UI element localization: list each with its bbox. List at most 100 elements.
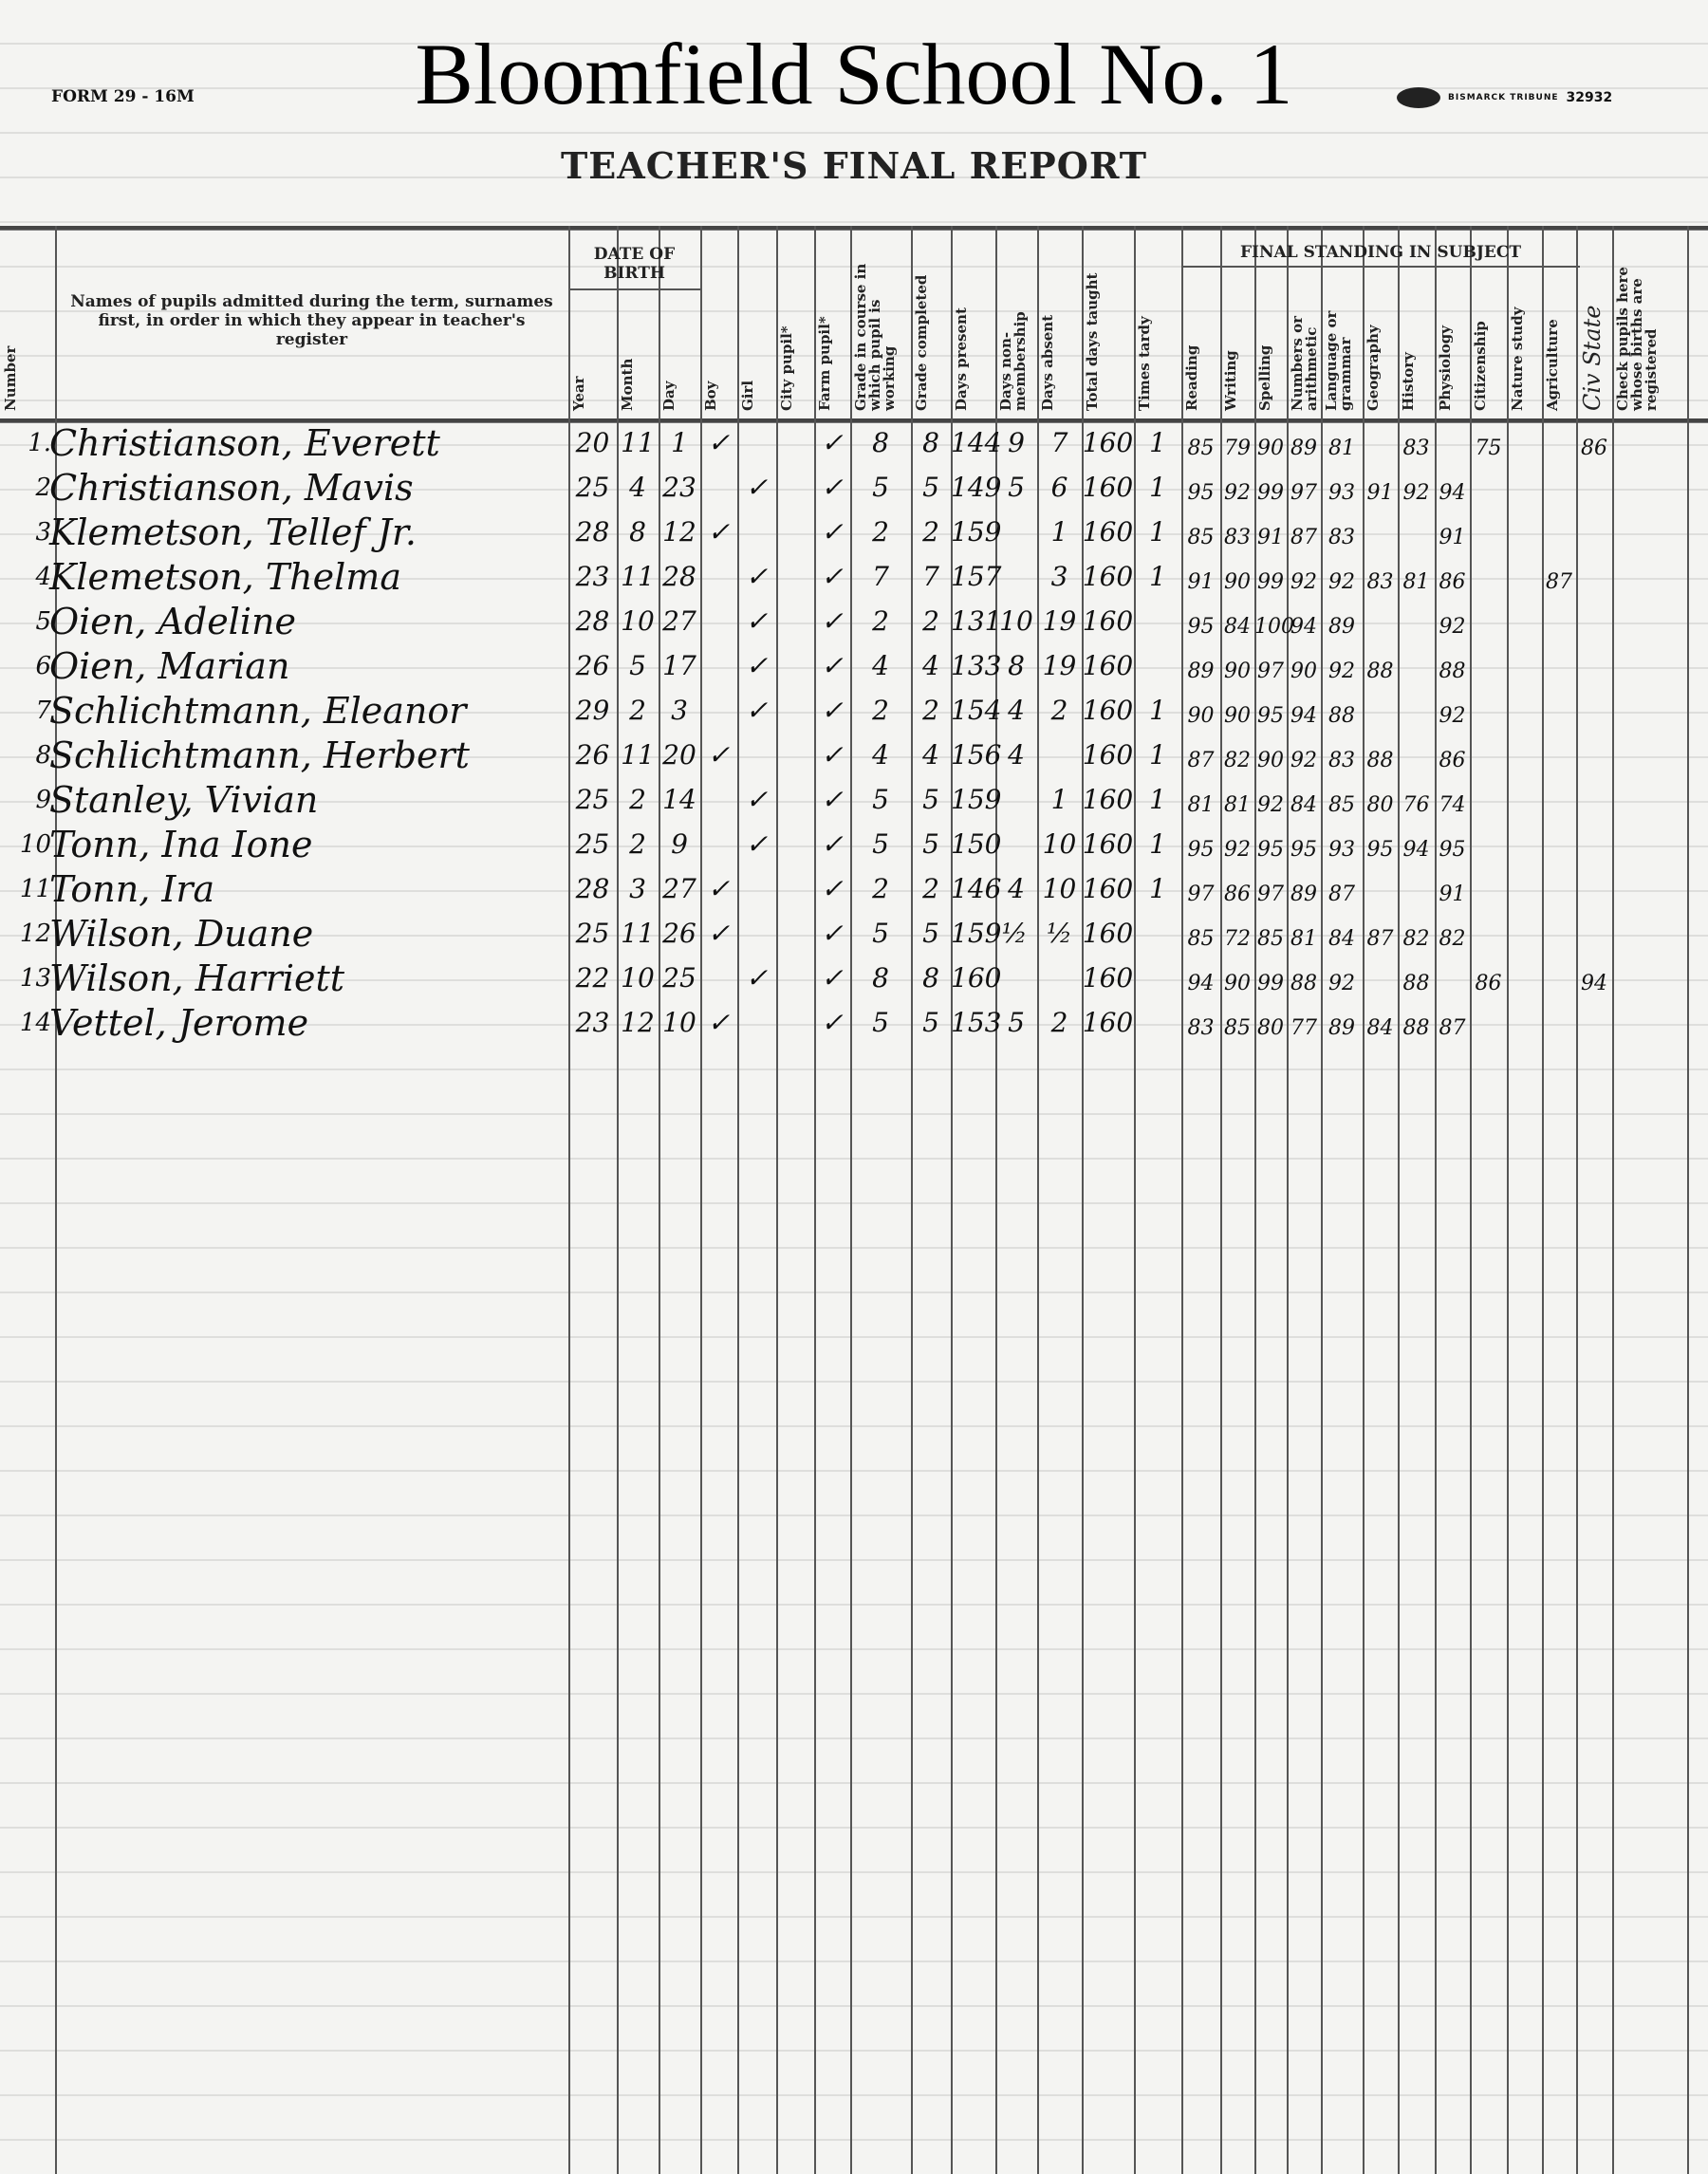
- column-header: Times tardy: [1136, 316, 1153, 411]
- row-number: 14: [19, 1009, 51, 1037]
- column-header: Day: [660, 381, 678, 411]
- pupil-name: Vettel, Jerome: [49, 1002, 309, 1044]
- cell: 92: [1439, 704, 1466, 728]
- cell: 97: [1257, 660, 1284, 683]
- cell: 95: [1290, 838, 1317, 862]
- column-header: Numbers or arithmetic: [1289, 316, 1320, 411]
- cell: 92: [1402, 481, 1430, 505]
- cell: ✓: [707, 427, 731, 458]
- column-header: Reading: [1183, 344, 1200, 411]
- cell: ✓: [821, 516, 844, 548]
- cell: 99: [1257, 570, 1284, 594]
- cell: 1: [1149, 784, 1166, 815]
- cell: 99: [1257, 972, 1284, 995]
- cell: 87: [1546, 570, 1572, 594]
- cell: 88: [1402, 972, 1430, 995]
- cell: 100: [1254, 615, 1294, 639]
- column-header: Language or grammar: [1323, 310, 1354, 411]
- cell: 97: [1257, 883, 1284, 906]
- cell: 25: [662, 962, 696, 994]
- cell: 5: [922, 918, 939, 949]
- column-header: Spelling: [1256, 344, 1273, 411]
- cell: 84: [1366, 1016, 1394, 1040]
- cell: 90: [1224, 704, 1251, 728]
- cell: 1: [1149, 695, 1166, 726]
- cell: 17: [662, 650, 696, 681]
- cell: 146: [951, 873, 1002, 904]
- column-header: Geography: [1365, 325, 1382, 411]
- cell: 79: [1224, 437, 1251, 460]
- row-number: 2: [35, 474, 51, 502]
- cell: ✓: [707, 918, 731, 949]
- cell: 5: [922, 472, 939, 503]
- cell: 5: [872, 472, 889, 503]
- column-header: City pupil*: [778, 325, 795, 411]
- column-divider: [737, 226, 739, 2174]
- column-header: Farm pupil*: [816, 316, 833, 411]
- header-bottom-rule: [0, 418, 1708, 423]
- column-divider: [1220, 226, 1222, 2174]
- cell: 131: [951, 605, 1002, 637]
- cell: 29: [575, 695, 610, 726]
- cell: 28: [575, 516, 610, 548]
- column-divider: [776, 226, 778, 2174]
- column-header: Days non-membership: [997, 311, 1029, 411]
- cell: 9: [671, 828, 688, 860]
- cell: 2: [1050, 1007, 1068, 1038]
- cell: 1: [1149, 427, 1166, 458]
- cell: 88: [1402, 1016, 1430, 1040]
- cell: 86: [1475, 972, 1502, 995]
- cell: 83: [1224, 526, 1251, 549]
- column-header: Grade completed: [913, 274, 930, 411]
- cell: 92: [1290, 570, 1317, 594]
- cell: 82: [1224, 749, 1251, 772]
- cell: 80: [1366, 793, 1394, 817]
- table-top-rule: [0, 226, 1708, 231]
- column-divider: [1612, 226, 1614, 2174]
- date-of-birth-underline: [568, 288, 700, 290]
- cell: 90: [1290, 660, 1317, 683]
- cell: 84: [1290, 793, 1317, 817]
- cell: 12: [662, 516, 696, 548]
- cell: 153: [951, 1007, 1002, 1038]
- cell: ✓: [821, 695, 844, 726]
- cell: 4: [1008, 695, 1025, 726]
- cell: 10: [1042, 873, 1077, 904]
- pupil-name: Schlichtmann, Herbert: [49, 734, 470, 776]
- cell: 88: [1328, 704, 1355, 728]
- cell: 87: [1366, 927, 1394, 951]
- cell: 133: [951, 650, 1002, 681]
- pupil-name: Klemetson, Thelma: [49, 556, 401, 598]
- cell: 22: [575, 962, 610, 994]
- cell: 84: [1224, 615, 1251, 639]
- cell: 160: [1082, 873, 1134, 904]
- column-header-names: Names of pupils admitted during the term…: [70, 292, 553, 349]
- cell: 87: [1439, 1016, 1466, 1040]
- cell: 14: [662, 784, 696, 815]
- column-header: History: [1400, 352, 1417, 411]
- cell: 94: [1439, 481, 1466, 505]
- column-header: Physiology: [1437, 325, 1454, 411]
- cell: 94: [1187, 972, 1215, 995]
- column-divider: [659, 226, 660, 2174]
- column-header: Number: [2, 345, 19, 411]
- cell: 10: [621, 962, 655, 994]
- cell: 89: [1290, 883, 1317, 906]
- cell: 7: [1050, 427, 1068, 458]
- cell: ✓: [821, 962, 844, 994]
- cell: 159: [951, 784, 1002, 815]
- cell: 26: [575, 650, 610, 681]
- cell: 88: [1290, 972, 1317, 995]
- column-divider: [1507, 226, 1509, 2174]
- cell: 160: [1082, 561, 1134, 592]
- cell: 2: [922, 605, 939, 637]
- cell: 1: [1149, 828, 1166, 860]
- cell: 83: [1328, 526, 1355, 549]
- cell: ✓: [821, 427, 844, 458]
- column-header: Citizenship: [1472, 321, 1489, 411]
- cell: 2: [922, 873, 939, 904]
- cell: 91: [1439, 883, 1466, 906]
- cell: 1: [1149, 739, 1166, 771]
- cell: 3: [671, 695, 688, 726]
- cell: 81: [1187, 793, 1215, 817]
